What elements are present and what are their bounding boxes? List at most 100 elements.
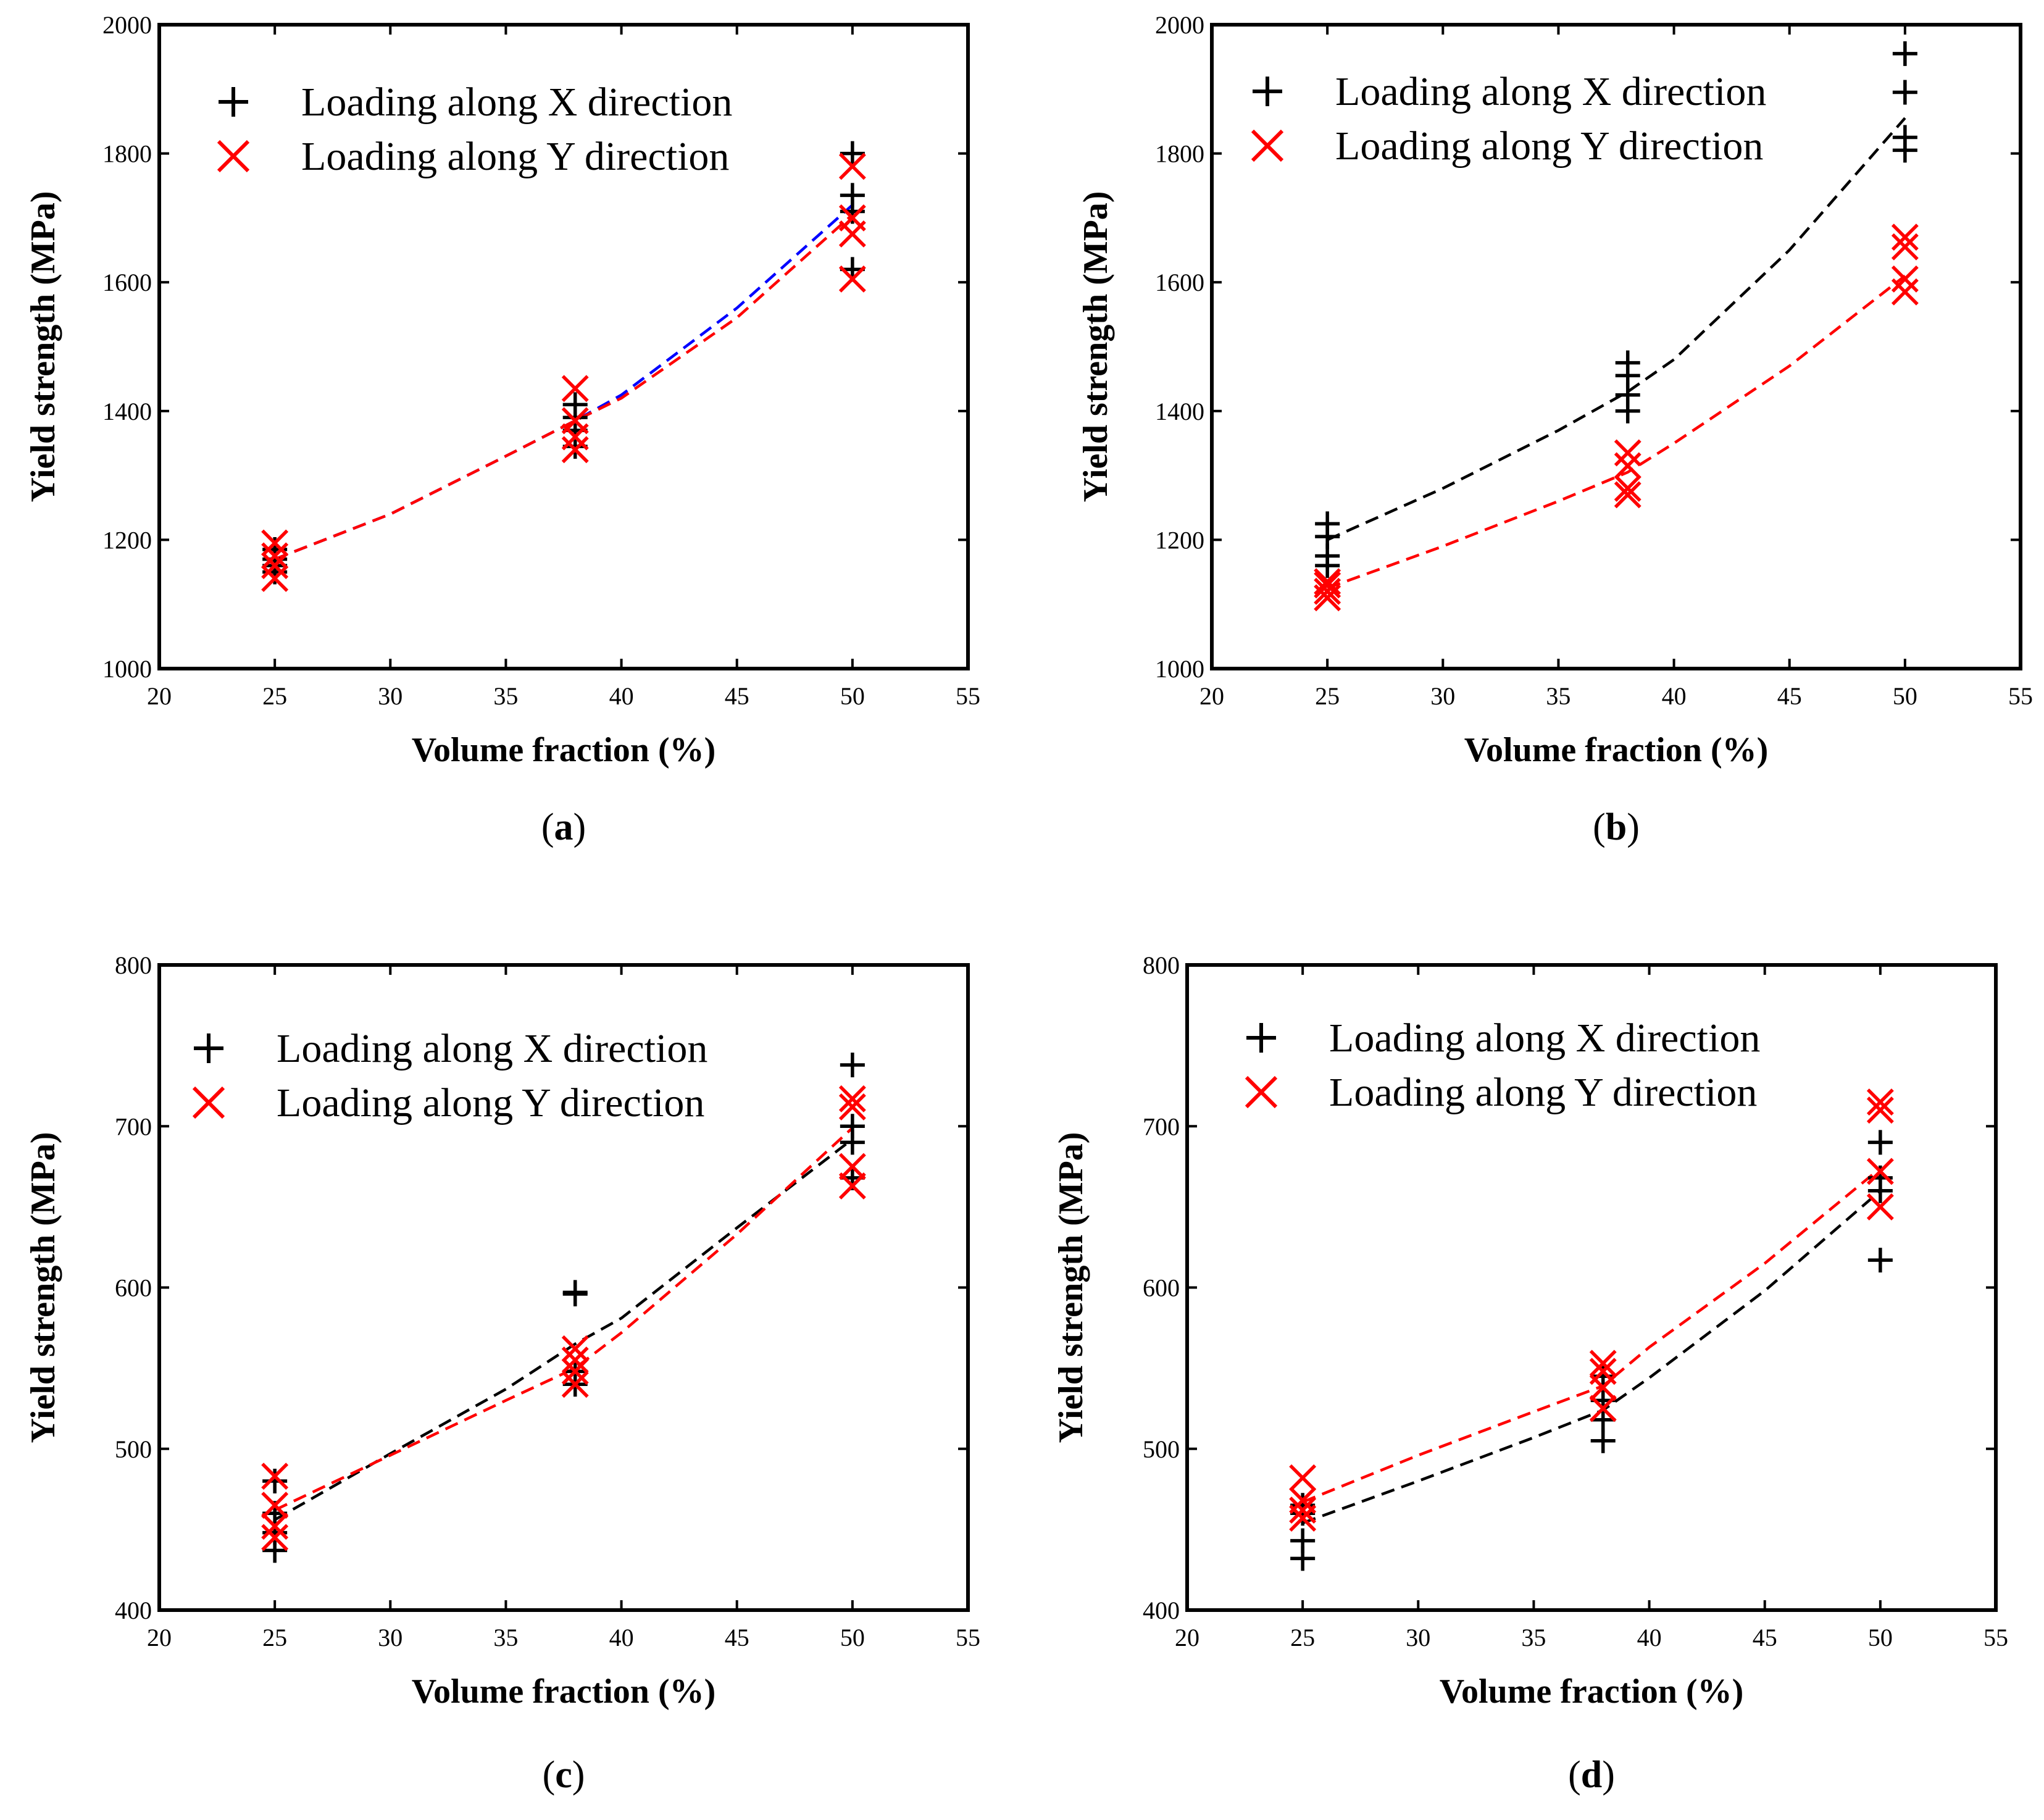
legend-marker-x bbox=[192, 1086, 225, 1119]
y-tick-label: 1600 bbox=[1155, 269, 1204, 296]
data-point-y-direction bbox=[561, 1346, 589, 1374]
legend-marker-plus bbox=[219, 87, 248, 117]
data-point-y-direction bbox=[261, 1524, 289, 1551]
y-axis-title: Yield strength (MPa) bbox=[1077, 191, 1115, 503]
data-point-x-direction bbox=[1315, 511, 1340, 536]
plot-frame bbox=[157, 23, 970, 670]
legend: Loading along X direction Loading along Y… bbox=[217, 80, 732, 179]
x-tick-label: 50 bbox=[840, 682, 865, 710]
data-point-x-direction bbox=[1892, 125, 1917, 150]
data-point-y-direction bbox=[1589, 1395, 1617, 1422]
legend-label: Loading along X direction bbox=[1329, 1016, 1760, 1061]
x-tick-label: 30 bbox=[378, 682, 403, 710]
data-point-y-direction bbox=[1891, 265, 1919, 293]
x-tick-label: 25 bbox=[262, 682, 287, 710]
trend-line-x bbox=[1327, 117, 1906, 541]
chart-panel-d: 20 25 30 35 40 45 50 55 400 500 600 700 800 Loading a… bbox=[1052, 951, 2008, 1796]
trend-line-x bbox=[1302, 1190, 1882, 1525]
data-point-y-direction bbox=[838, 1093, 866, 1121]
data-point-y-direction bbox=[838, 1172, 866, 1200]
legend-marker-plus bbox=[1253, 77, 1282, 106]
data-point-x-direction bbox=[1590, 1364, 1616, 1389]
x-tick-label: 50 bbox=[840, 1624, 865, 1651]
legend-marker-plus bbox=[194, 1033, 223, 1063]
data-point-y-direction bbox=[561, 1358, 589, 1385]
y-tick-label: 1800 bbox=[1155, 140, 1204, 168]
data-point-y-direction bbox=[261, 1463, 289, 1490]
data-point-y-direction bbox=[1289, 1487, 1317, 1514]
legend-label: Loading along Y direction bbox=[1335, 123, 1763, 169]
data-point-y-direction bbox=[561, 1371, 589, 1398]
data-point-y-direction bbox=[561, 375, 589, 403]
x-axis-title: Volume fraction (%) bbox=[1464, 731, 1769, 769]
x-tick-label: 20 bbox=[1199, 682, 1224, 710]
y-axis-title: Yield strength (MPa) bbox=[24, 1132, 62, 1443]
y-tick-label: 700 bbox=[1143, 1112, 1180, 1140]
y-tick-label: 800 bbox=[115, 951, 152, 979]
x-tick-label: 40 bbox=[609, 1624, 634, 1651]
data-point-y-direction bbox=[1289, 1464, 1317, 1492]
data-point-x-direction bbox=[840, 141, 865, 166]
chart-panel-c: 20 25 30 35 40 45 50 55 400 500 600 700 800 Loading a… bbox=[24, 951, 980, 1796]
x-tick-label: 55 bbox=[1984, 1624, 2008, 1651]
data-point-y-direction bbox=[1866, 1193, 1894, 1221]
y-axis-title: Yield strength (MPa) bbox=[24, 191, 62, 503]
data-point-y-direction bbox=[561, 407, 589, 435]
data-point-y-direction bbox=[1589, 1350, 1617, 1377]
data-point-y-direction bbox=[1891, 223, 1919, 251]
data-point-y-direction bbox=[1314, 577, 1341, 605]
data-point-x-direction bbox=[1290, 1528, 1316, 1553]
y-tick-label: 2000 bbox=[1155, 11, 1204, 39]
trend-line-x bbox=[273, 1138, 854, 1521]
data-point-x-direction bbox=[1290, 1493, 1316, 1518]
y-tick-label: 2000 bbox=[102, 11, 152, 39]
data-point-x-direction bbox=[1590, 1428, 1616, 1453]
data-point-y-direction bbox=[838, 152, 866, 180]
data-point-x-direction bbox=[840, 183, 865, 208]
legend-label: Loading along X direction bbox=[277, 1026, 707, 1071]
y-tick-label: 700 bbox=[115, 1112, 152, 1140]
data-point-y-direction bbox=[1314, 571, 1341, 599]
data-point-x-direction bbox=[262, 1469, 288, 1493]
data-point-y-direction bbox=[261, 529, 289, 557]
x-tick-label: 40 bbox=[1637, 1624, 1662, 1651]
data-point-y-direction bbox=[1589, 1358, 1617, 1385]
x-axis-title: Volume fraction (%) bbox=[1440, 1672, 1744, 1711]
x-tick-label: 30 bbox=[1430, 682, 1455, 710]
x-axis-title: Volume fraction (%) bbox=[412, 731, 716, 769]
plot-frame bbox=[1210, 23, 2022, 670]
legend-label: Loading along Y direction bbox=[301, 134, 729, 179]
data-point-x-direction bbox=[1892, 80, 1917, 105]
legend: Loading along X direction Loading along Y… bbox=[1245, 1016, 1760, 1115]
legend-marker-x bbox=[1245, 1075, 1278, 1109]
x-tick-label: 35 bbox=[493, 1624, 518, 1651]
x-tick-label: 30 bbox=[1406, 1624, 1430, 1651]
data-point-y-direction bbox=[1866, 1096, 1894, 1124]
data-point-y-direction bbox=[261, 1513, 289, 1540]
legend: Loading along X direction Loading along Y… bbox=[192, 1026, 707, 1125]
legend-label: Loading along Y direction bbox=[1329, 1070, 1757, 1115]
data-point-y-direction bbox=[1614, 475, 1641, 502]
y-tick-label: 600 bbox=[1143, 1274, 1180, 1302]
data-point-y-direction bbox=[838, 204, 866, 232]
y-axis-title: Yield strength (MPa) bbox=[1052, 1132, 1090, 1443]
data-point-x-direction bbox=[562, 392, 588, 417]
x-tick-label: 50 bbox=[1868, 1624, 1893, 1651]
x-tick-label: 35 bbox=[1546, 682, 1571, 710]
data-point-y-direction bbox=[1614, 439, 1641, 467]
x-tick-label: 55 bbox=[2008, 682, 2033, 710]
x-tick-label: 20 bbox=[147, 682, 172, 710]
x-tick-label: 55 bbox=[956, 682, 980, 710]
x-tick-label: 55 bbox=[956, 1624, 980, 1651]
data-point-x-direction bbox=[1867, 1130, 1893, 1155]
chart-panel-b: 20 25 30 35 40 45 50 55 1000 1200 1400 1600 1800 2000… bbox=[1077, 11, 2033, 848]
x-tick-label: 40 bbox=[1662, 682, 1687, 710]
x-tick-label: 50 bbox=[1893, 682, 1917, 710]
data-point-y-direction bbox=[838, 265, 866, 293]
data-point-y-direction bbox=[1891, 278, 1919, 306]
data-point-x-direction bbox=[840, 1052, 865, 1077]
y-tick-label: 1000 bbox=[1155, 655, 1204, 683]
data-point-x-direction bbox=[1892, 41, 1917, 66]
trend-line-y bbox=[274, 214, 854, 561]
